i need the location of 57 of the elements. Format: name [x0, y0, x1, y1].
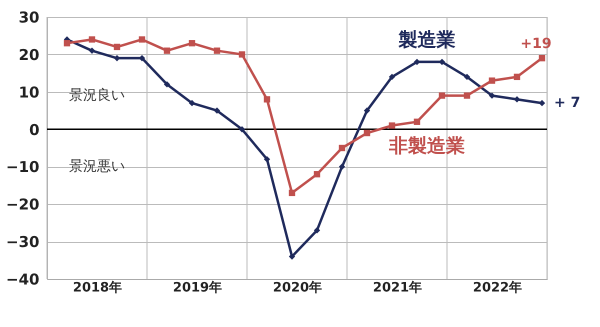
point — [538, 100, 546, 106]
point — [514, 74, 520, 80]
point — [264, 156, 270, 162]
series-label: 製造業 — [398, 28, 456, 51]
x-tick-label: 2018年 — [72, 280, 122, 296]
point — [488, 77, 496, 84]
point — [388, 74, 396, 80]
point — [338, 144, 346, 152]
point — [214, 107, 220, 114]
point — [164, 81, 170, 88]
y-tick-label: 10 — [18, 83, 40, 102]
y-tick-label: −30 — [6, 233, 40, 252]
data-label: +19 — [520, 36, 552, 52]
point — [388, 122, 396, 129]
x-tick-label: 2020年 — [272, 280, 322, 296]
annotation: 景況悪い — [69, 158, 125, 174]
y-tick-label: −10 — [6, 158, 40, 176]
point — [114, 55, 120, 62]
x-tick-label: 2019年 — [172, 280, 222, 296]
y-tick-label: −20 — [6, 196, 40, 214]
point — [88, 36, 96, 43]
point — [514, 96, 520, 103]
point — [364, 130, 370, 136]
point — [438, 92, 446, 99]
y-tick-label: 20 — [18, 46, 40, 64]
point — [238, 51, 246, 58]
point — [114, 44, 120, 50]
point — [188, 40, 196, 46]
point — [414, 118, 420, 125]
point — [314, 171, 320, 178]
series-label: 非製造業 — [388, 134, 465, 157]
point — [238, 126, 246, 132]
point — [188, 100, 196, 106]
annotation: 景況良い — [69, 88, 125, 104]
point — [314, 227, 320, 234]
point — [464, 74, 470, 80]
point — [414, 58, 420, 66]
y-tick-label: −40 — [6, 270, 40, 288]
point — [264, 96, 270, 103]
data-label: + 7 — [554, 95, 580, 112]
point — [538, 55, 546, 62]
y-tick-label: 30 — [18, 8, 40, 26]
point — [464, 92, 470, 99]
point — [64, 40, 70, 46]
point — [164, 48, 170, 54]
point — [138, 36, 146, 43]
point — [488, 92, 496, 99]
point — [288, 190, 296, 196]
point — [138, 55, 146, 62]
point — [88, 48, 96, 54]
x-tick-label: 2022年 — [472, 280, 522, 296]
y-tick-label: 0 — [29, 120, 40, 139]
point — [214, 48, 220, 54]
x-tick-label: 2021年 — [372, 280, 422, 296]
point — [338, 164, 346, 170]
point — [438, 58, 446, 66]
point — [364, 107, 370, 114]
